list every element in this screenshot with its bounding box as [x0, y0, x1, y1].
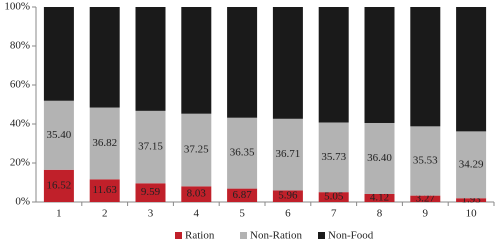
y-tick-label: 60% — [10, 79, 30, 91]
bar-segment — [89, 107, 120, 180]
bar-segment — [318, 192, 349, 202]
bar-segment — [135, 7, 166, 111]
x-tick-label: 2 — [102, 208, 108, 220]
data-label: 11.63 — [93, 184, 118, 196]
legend-label: Non-Ration — [250, 230, 302, 242]
data-label: 35.73 — [321, 151, 346, 163]
y-tick-label: 0% — [15, 196, 30, 208]
bar-segment — [364, 122, 395, 194]
bar-segment — [89, 179, 120, 202]
data-label: 16.52 — [47, 179, 72, 191]
legend-swatch — [240, 232, 247, 239]
data-label: 5.96 — [278, 190, 298, 202]
x-tick-label: 10 — [466, 208, 478, 220]
legend-swatch — [175, 232, 182, 239]
data-label: 8.03 — [187, 188, 207, 200]
chart: 0% 20% 40% 60% 80% 100% 1 16.52 35.40 2 11.63 36.82… — [4, 1, 495, 242]
bar-segment — [227, 7, 258, 118]
bar-segment — [181, 113, 212, 187]
data-label: 37.15 — [138, 141, 163, 153]
data-label: 35.40 — [47, 129, 72, 141]
y-tick-label: 40% — [10, 118, 30, 130]
bar-segment — [89, 7, 120, 108]
bar-segment — [456, 131, 487, 199]
data-label: 9.59 — [141, 186, 161, 198]
bar-segment — [410, 7, 441, 127]
x-tick-label: 9 — [423, 208, 429, 220]
bar-segment — [227, 188, 258, 202]
bar-segment — [227, 117, 258, 189]
bar-segment — [318, 7, 349, 123]
data-label: 34.29 — [459, 158, 484, 170]
bar-segment — [456, 7, 487, 132]
bar-segment — [181, 7, 212, 114]
legend-label: Non-Food — [328, 230, 374, 242]
data-label: 4.12 — [370, 192, 389, 204]
y-tick-label: 20% — [10, 157, 30, 169]
x-tick-label: 5 — [239, 208, 245, 220]
bar-segment — [272, 7, 303, 119]
bar-segment — [364, 7, 395, 123]
bar-segment — [181, 186, 212, 202]
x-tick-label: 7 — [331, 208, 337, 220]
bar-segment — [410, 126, 441, 196]
bar-segment — [272, 118, 303, 191]
bar-segment — [318, 122, 349, 193]
bar-segment — [410, 195, 441, 202]
bar-segment — [43, 169, 74, 202]
bar-segment — [43, 100, 74, 170]
bar-segment — [135, 183, 166, 202]
data-label: 36.71 — [276, 148, 301, 160]
x-tick-label: 1 — [56, 208, 62, 220]
bar-segment — [135, 110, 166, 184]
data-label: 36.82 — [92, 137, 117, 149]
bar-segment — [456, 198, 487, 202]
data-label: 37.25 — [184, 144, 209, 156]
legend-swatch — [318, 232, 325, 239]
x-tick-label: 8 — [377, 208, 383, 220]
x-tick-label: 4 — [194, 208, 200, 220]
data-label: 5.05 — [324, 191, 344, 203]
y-tick-label: 100% — [4, 1, 30, 13]
data-label: 36.40 — [367, 152, 392, 164]
data-label: 36.35 — [230, 147, 255, 159]
bar-segment — [364, 193, 395, 202]
data-label: 6.87 — [232, 189, 252, 201]
y-tick-label: 80% — [10, 40, 30, 52]
bar-segment — [272, 190, 303, 202]
data-label: 35.53 — [413, 155, 438, 167]
bar-segment — [43, 7, 74, 101]
legend-label: Ration — [185, 230, 215, 242]
x-tick-label: 3 — [148, 208, 154, 220]
x-tick-label: 6 — [285, 208, 291, 220]
